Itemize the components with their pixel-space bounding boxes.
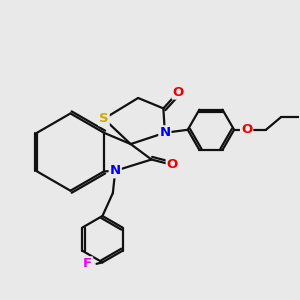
Text: N: N — [159, 126, 170, 139]
Text: O: O — [241, 123, 252, 136]
Text: S: S — [99, 112, 109, 125]
Text: F: F — [83, 257, 92, 270]
Text: O: O — [167, 158, 178, 171]
Text: N: N — [110, 164, 121, 177]
Text: O: O — [172, 85, 184, 98]
